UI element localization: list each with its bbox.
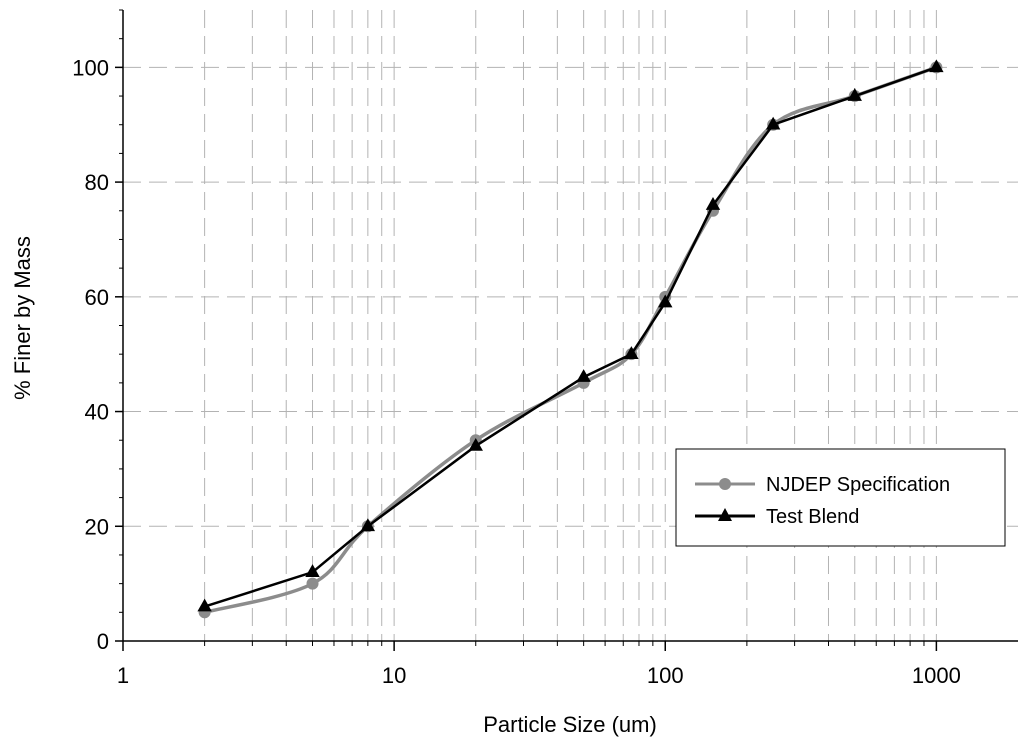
y-tick-label: 60 xyxy=(85,285,109,310)
legend-label-1: NJDEP Specification xyxy=(766,474,950,496)
x-tick-label: 100 xyxy=(647,663,684,688)
y-tick-label: 80 xyxy=(85,170,109,195)
data-point-test-blend xyxy=(847,88,862,101)
data-point-njdep-specification xyxy=(306,577,319,590)
data-point-test-blend xyxy=(705,197,721,210)
y-tick-label: 40 xyxy=(85,400,109,425)
data-point-test-blend xyxy=(305,564,320,577)
x-tick-label: 1 xyxy=(117,663,129,688)
y-axis-title: % Finer by Mass xyxy=(10,236,35,400)
axis-ticks: 0 20 40 60 80 100 1 10 100 1000 xyxy=(72,9,961,688)
y-tick-label: 20 xyxy=(85,514,109,539)
data-point-test-blend xyxy=(360,518,376,532)
data-point-test-blend xyxy=(468,437,483,451)
legend: NJDEP Specification Test Blend xyxy=(675,448,1006,547)
data-point-test-blend xyxy=(624,346,639,359)
data-point-test-blend xyxy=(765,116,781,130)
legend-swatch-marker-1 xyxy=(719,478,731,490)
data-point-test-blend xyxy=(658,294,673,308)
y-tick-label: 0 xyxy=(97,629,109,654)
grid-lines xyxy=(123,10,1018,641)
data-series xyxy=(197,59,944,619)
y-tick-label: 100 xyxy=(72,55,109,80)
x-axis-title: Particle Size (um) xyxy=(483,712,657,737)
data-point-test-blend xyxy=(576,369,591,382)
legend-box xyxy=(675,448,1006,547)
data-point-test-blend xyxy=(929,59,944,73)
legend-label-2: Test Blend xyxy=(766,506,859,528)
data-point-test-blend xyxy=(197,598,212,612)
x-tick-label: 10 xyxy=(382,663,406,688)
x-tick-label: 1000 xyxy=(912,663,961,688)
legend-swatch-marker-2 xyxy=(718,508,732,521)
